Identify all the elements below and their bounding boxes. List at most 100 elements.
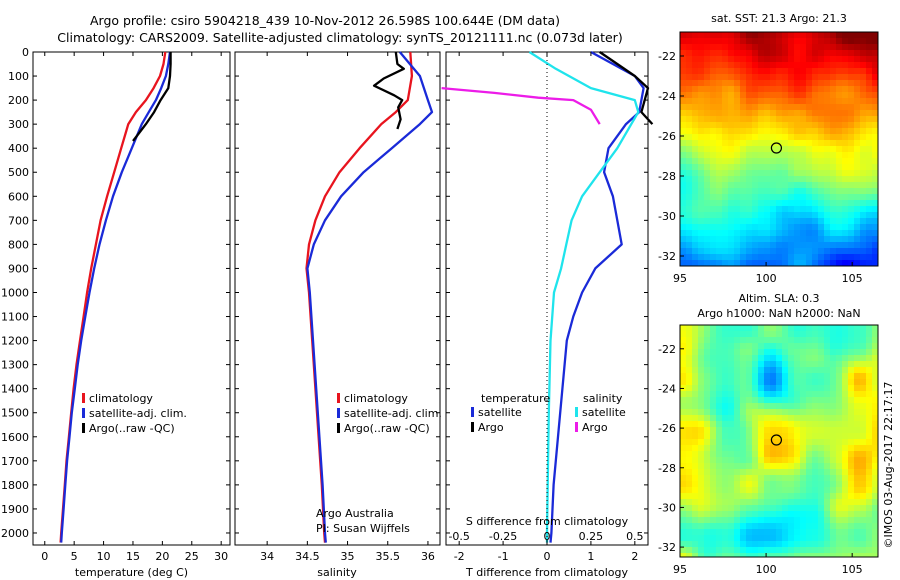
heatmap-cell — [782, 385, 789, 392]
heatmap-cell — [704, 493, 711, 500]
heatmap-cell — [740, 475, 747, 482]
map-y-tick-label: -26 — [658, 422, 676, 435]
heatmap-cell — [716, 98, 723, 105]
heatmap-cell — [740, 355, 747, 362]
heatmap-cell — [746, 158, 753, 165]
heatmap-cell — [752, 188, 759, 195]
heatmap-cell — [698, 427, 705, 434]
heatmap-cell — [860, 44, 867, 51]
heatmap-cell — [824, 343, 831, 350]
heatmap-cell — [770, 361, 777, 368]
heatmap-cell — [698, 236, 705, 243]
heatmap-cell — [710, 505, 717, 512]
heatmap-cell — [710, 74, 717, 81]
heatmap-cell — [686, 92, 693, 99]
heatmap-cell — [860, 242, 867, 249]
heatmap-cell — [860, 62, 867, 69]
heatmap-cell — [782, 367, 789, 374]
heatmap-cell — [746, 367, 753, 374]
heatmap-cell — [794, 421, 801, 428]
heatmap-cell — [722, 122, 729, 129]
heatmap-cell — [734, 511, 741, 518]
heatmap-cell — [698, 176, 705, 183]
heatmap-cell — [710, 98, 717, 105]
heatmap-cell — [782, 50, 789, 57]
heatmap-cell — [866, 493, 873, 500]
heatmap-cell — [824, 421, 831, 428]
heatmap-cell — [704, 337, 711, 344]
heatmap-cell — [698, 397, 705, 404]
heatmap-cell — [812, 553, 819, 558]
heatmap-cell — [680, 463, 687, 470]
heatmap-cell — [776, 397, 783, 404]
heatmap-cell — [758, 68, 765, 75]
heatmap-cell — [686, 62, 693, 69]
heatmap-cell — [722, 80, 729, 87]
heatmap-cell — [722, 535, 729, 542]
heatmap-cell — [680, 379, 687, 386]
heatmap-cell — [722, 469, 729, 476]
series-line — [372, 51, 405, 130]
heatmap-cell — [722, 92, 729, 99]
heatmap-cell — [764, 415, 771, 422]
heatmap-cell — [854, 38, 861, 45]
heatmap-cell — [680, 218, 687, 225]
map-title: Altim. SLA: 0.3 — [738, 292, 819, 305]
heatmap-cell — [728, 529, 735, 536]
heatmap-cell — [686, 170, 693, 177]
heatmap-cell — [722, 86, 729, 93]
depth-tick-label: 1200 — [1, 335, 29, 348]
heatmap-cell — [824, 176, 831, 183]
heatmap-cell — [794, 44, 801, 51]
heatmap-cell — [698, 44, 705, 51]
heatmap-cell — [788, 158, 795, 165]
depth-tick-label: 1500 — [1, 407, 29, 420]
temp-legend-entry: satellite-adj. clim. — [89, 407, 187, 420]
heatmap-cell — [818, 337, 825, 344]
heatmap-cell — [818, 541, 825, 548]
heatmap-cell — [854, 116, 861, 123]
heatmap-cell — [716, 140, 723, 147]
heatmap-cell — [800, 38, 807, 45]
heatmap-cell — [872, 487, 879, 494]
heatmap-cell — [716, 32, 723, 39]
heatmap-cell — [824, 236, 831, 243]
heatmap-cell — [710, 134, 717, 141]
heatmap-cell — [848, 218, 855, 225]
heatmap-cell — [752, 541, 759, 548]
heatmap-cell — [680, 541, 687, 548]
map-x-tick-label: 100 — [756, 563, 777, 576]
heatmap-cell — [740, 188, 747, 195]
x-tick-label: 10 — [97, 550, 111, 563]
heatmap-cell — [722, 134, 729, 141]
heatmap-cell — [758, 505, 765, 512]
heatmap-cell — [758, 415, 765, 422]
heatmap-cell — [836, 505, 843, 512]
heatmap-cell — [710, 176, 717, 183]
heatmap-cell — [770, 122, 777, 129]
heatmap-cell — [746, 182, 753, 189]
heatmap-cell — [800, 409, 807, 416]
heatmap-cell — [716, 349, 723, 356]
heatmap-cell — [806, 547, 813, 554]
heatmap-cell — [680, 373, 687, 380]
heatmap-cell — [692, 242, 699, 249]
heatmap-cell — [788, 433, 795, 440]
heatmap-cell — [806, 152, 813, 159]
heatmap-cell — [728, 170, 735, 177]
heatmap-cell — [860, 128, 867, 135]
heatmap-cell — [836, 397, 843, 404]
heatmap-cell — [812, 547, 819, 554]
heatmap-cell — [758, 176, 765, 183]
heatmap-cell — [860, 547, 867, 554]
heatmap-cell — [806, 212, 813, 219]
heatmap-cell — [680, 74, 687, 81]
legend-swatch — [337, 423, 340, 433]
heatmap-cell — [812, 541, 819, 548]
heatmap-cell — [782, 110, 789, 117]
heatmap-cell — [836, 140, 843, 147]
heatmap-cell — [854, 481, 861, 488]
heatmap-cell — [824, 361, 831, 368]
heatmap-cell — [818, 110, 825, 117]
heatmap-cell — [710, 361, 717, 368]
